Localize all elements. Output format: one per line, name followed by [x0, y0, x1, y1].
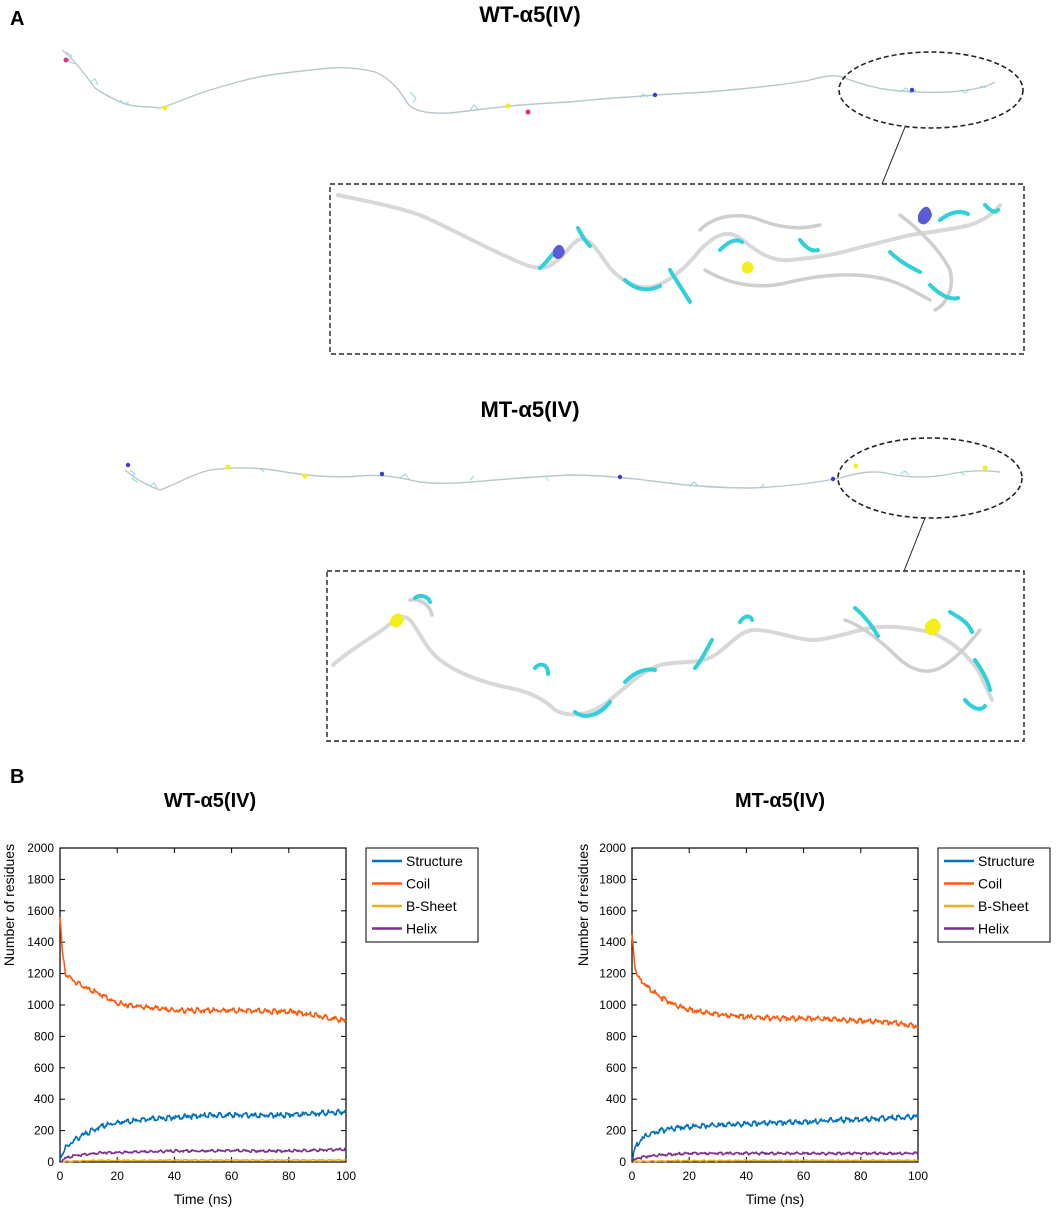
chart-wt-ytick-label: 1400: [27, 935, 54, 949]
panel-b-label: B: [10, 766, 25, 788]
chart-mt-series-coil: [631, 934, 919, 1029]
structure-illustrations: [61, 49, 1025, 742]
chart-wt-legend-box: [365, 847, 479, 943]
mt-marker-blue: [379, 471, 385, 477]
mt-marker-blue: [830, 476, 836, 482]
chart-wt-ylabel: Number of residues: [1, 844, 17, 966]
chart-mt-xlabel: Time (ns): [746, 1191, 805, 1207]
chart-mt-legend: Structure Coil B-Sheet Helix: [937, 847, 1051, 943]
chart-wt-legend-label: Structure: [406, 853, 463, 869]
wt-structure-title: WT-α5(IV): [479, 2, 581, 27]
chart-mt-ytick-label: 1400: [599, 935, 626, 949]
chart-wt-xtick-label: 40: [168, 1169, 182, 1183]
chart-wt-plot: 0 200 400 600 800 1000 1200 1400 1600 1800 2000 0 20…: [27, 841, 356, 1183]
wt-marker-blue: [652, 92, 658, 98]
wt-zoom-helix-blue: [918, 206, 932, 225]
chart-mt-ytick-label: 800: [606, 1029, 626, 1043]
chart-mt-ytick-label: 400: [606, 1092, 626, 1106]
chart-mt-xtick-label: 80: [854, 1169, 868, 1183]
chart-mt-axes-box: [631, 847, 919, 1163]
chart-wt-ytick-label: 1600: [27, 904, 54, 918]
chart-mt-xtick-label: 0: [629, 1169, 636, 1183]
chart-mt-ytick-label: 1600: [599, 904, 626, 918]
chart-mt-series-b-sheet: [631, 1159, 919, 1163]
chart-wt-ytick-label: 1800: [27, 872, 54, 886]
chart-mt-ytick-label: 1800: [599, 872, 626, 886]
panel-a-label: A: [10, 8, 25, 30]
chart-mt-series-structure: [631, 1113, 919, 1160]
mt-helix-marker: [225, 464, 231, 470]
chart-mt-xtick-label: 60: [797, 1169, 811, 1183]
chart-mt-ytick-label: 1200: [599, 967, 626, 981]
chart-wt-legend-label: B-Sheet: [406, 898, 457, 914]
chart-mt-xtick-label: 20: [683, 1169, 697, 1183]
chart-mt-xtick-label: 100: [908, 1169, 928, 1183]
wt-zoom-helix-blue: [553, 244, 565, 260]
chart-wt-ytick-label: 600: [34, 1061, 54, 1075]
wt-zoom-ellipse: [838, 51, 1024, 129]
mt-helix-marker: [853, 463, 859, 469]
chart-wt-ytick-label: 2000: [27, 841, 54, 855]
mt-overview-detail: [129, 467, 966, 489]
chart-mt-series-helix: [631, 1151, 919, 1163]
chart-wt-ytick-label: 400: [34, 1092, 54, 1106]
chart-mt-ytick-label: 2000: [599, 841, 626, 855]
chart-title-mt: MT-α5(IV): [734, 790, 826, 812]
chart-wt-xtick-label: 60: [225, 1169, 239, 1183]
wt-marker-blue: [909, 87, 915, 93]
chart-wt-series-helix: [59, 1147, 347, 1163]
wt-helix-marker: [162, 105, 168, 111]
mt-zoom-box: [326, 570, 1025, 742]
wt-marker-magenta: [525, 109, 531, 115]
chart-wt-xtick-label: 100: [336, 1169, 356, 1183]
mt-marker-blue: [125, 462, 131, 468]
chart-mt-legend-label: Coil: [978, 876, 1002, 892]
chart-wt-xtick-label: 20: [111, 1169, 125, 1183]
chart-mt-xtick-label: 40: [740, 1169, 754, 1183]
mt-helix-marker: [982, 465, 988, 471]
chart-wt-series-structure: [59, 1108, 347, 1160]
mt-zoom-helix-yellow: [390, 613, 404, 628]
chart-wt-ytick-label: 800: [34, 1029, 54, 1043]
chart-wt-series-coil: [59, 917, 347, 1023]
chart-wt-series-b-sheet: [59, 1158, 347, 1163]
chart-wt-legend-label: Coil: [406, 876, 430, 892]
wt-zoom-connector: [881, 126, 906, 185]
chart-wt-legend-label: Helix: [406, 921, 437, 937]
wt-zoom-chain: [336, 193, 1002, 312]
mt-zoom-connector: [903, 517, 926, 572]
mt-marker-blue: [617, 474, 623, 480]
wt-overview-detail: [65, 51, 987, 111]
chart-mt-ylabel: Number of residues: [575, 844, 591, 966]
chart-mt-ytick-label: 600: [606, 1061, 626, 1075]
chart-wt-ytick-label: 1000: [27, 998, 54, 1012]
chart-mt-legend-box: [937, 847, 1051, 943]
wt-zoom-box: [329, 183, 1025, 355]
chart-wt-ytick-label: 1200: [27, 967, 54, 981]
mt-zoom-ellipse: [837, 437, 1023, 519]
mt-structure-title: MT-α5(IV): [480, 397, 580, 422]
chart-wt-legend: Structure Coil B-Sheet Helix: [365, 847, 479, 943]
chart-mt-ytick-label: 200: [606, 1124, 626, 1138]
chart-title-wt: WT-α5(IV): [163, 790, 257, 812]
chart-wt-ytick-label: 200: [34, 1124, 54, 1138]
chart-mt-legend-label: Structure: [978, 853, 1035, 869]
mt-helix-marker: [302, 473, 308, 479]
chart-mt-legend-label: B-Sheet: [978, 898, 1029, 914]
chart-mt-ytick-label: 1000: [599, 998, 626, 1012]
wt-helix-marker: [505, 103, 511, 109]
chart-mt-legend-label: Helix: [978, 921, 1009, 937]
chart-wt-xtick-label: 0: [57, 1169, 64, 1183]
wt-marker-magenta: [63, 57, 69, 63]
mt-zoom-helix-yellow: [925, 618, 941, 636]
chart-wt-xlabel: Time (ns): [174, 1191, 233, 1207]
chart-mt-plot: 0 200 400 600 800 1000 1200 1400 1600 1800 2000 0 20…: [599, 841, 928, 1183]
mt-zoom-chain: [331, 593, 994, 718]
chart-wt-xtick-label: 80: [282, 1169, 296, 1183]
chart-wt-ytick-label: 0: [47, 1155, 54, 1169]
wt-zoom-helix-yellow: [742, 261, 754, 274]
chart-mt-ytick-label: 0: [619, 1155, 626, 1169]
